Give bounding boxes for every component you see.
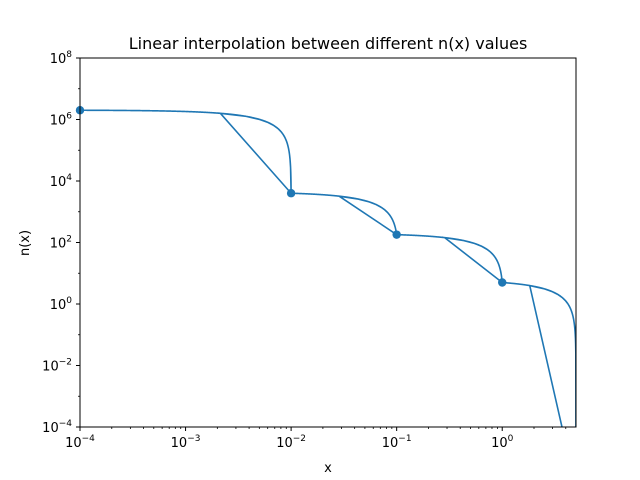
y-tick-label: 100 [50, 296, 73, 313]
axes-frame [79, 57, 577, 428]
y-tick-label: 10−4 [42, 419, 72, 436]
x-axis-ticks: 10−4 10−3 10−2 10−1 100 [65, 427, 567, 451]
x-tick-label: 100 [491, 434, 514, 451]
y-tick-label: 106 [50, 112, 73, 129]
x-tick-label: 10−4 [65, 434, 95, 451]
data-point [392, 230, 401, 239]
y-tick-label: 104 [50, 173, 73, 190]
chart-title: Linear interpolation between different n… [129, 34, 528, 53]
x-tick-label: 10−3 [171, 434, 201, 451]
series-markers [75, 106, 507, 287]
plot-background [80, 58, 576, 427]
data-point [286, 189, 296, 198]
x-axis-label: x [324, 461, 332, 476]
x-tick-label: 10−1 [382, 434, 412, 451]
y-tick-label: 10−2 [42, 358, 72, 375]
plot-area [80, 58, 576, 427]
y-tick-label: 108 [50, 50, 73, 67]
y-axis-ticks: 10−4 10−2 100 102 104 106 108 [42, 50, 80, 436]
x-tick-label: 10−2 [276, 434, 306, 451]
y-tick-label: 102 [50, 235, 72, 252]
y-axis-label: n(x) [18, 230, 33, 256]
data-point [498, 278, 507, 287]
